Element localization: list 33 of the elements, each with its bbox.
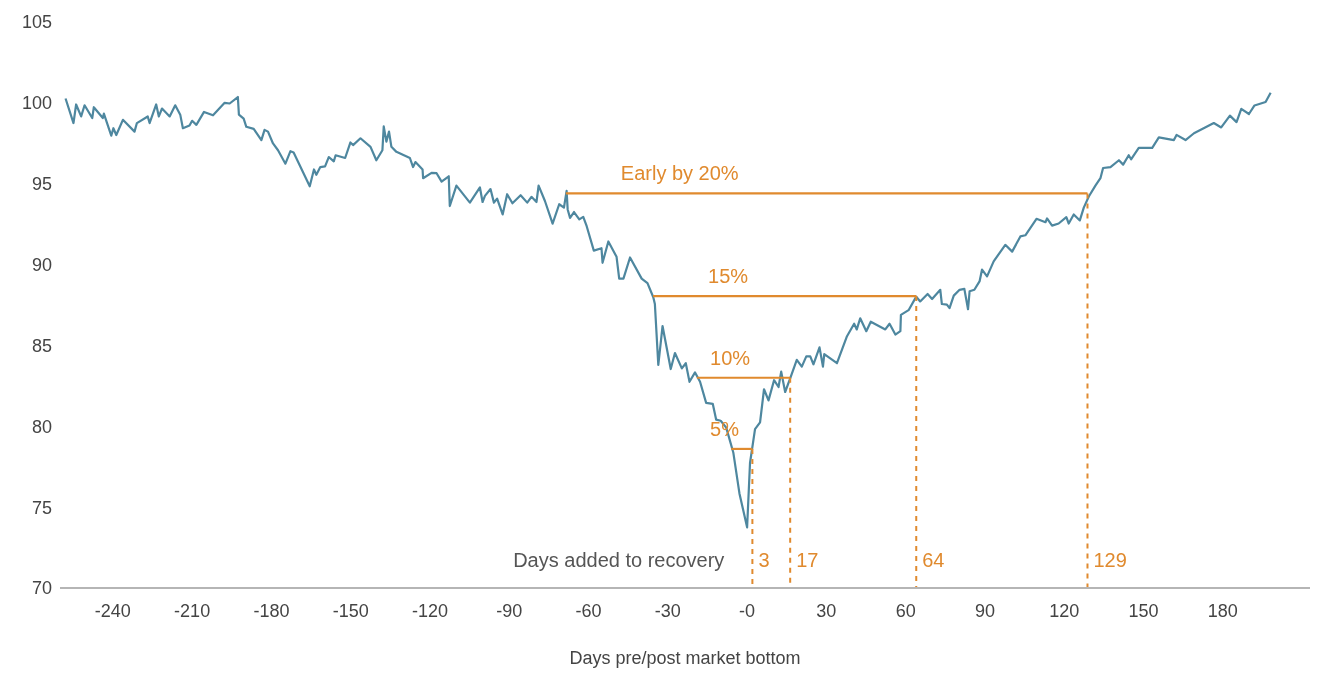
x-tick-label: -90 — [496, 600, 523, 621]
y-tick-label: 85 — [31, 335, 52, 356]
annotation: Days added to recovery — [513, 549, 725, 571]
series-label: 10% — [710, 346, 751, 369]
series-label: Early by 20% — [620, 162, 739, 185]
series-label: 64 — [922, 549, 945, 571]
series-label: 129 — [1093, 549, 1127, 571]
x-tick-label: -210 — [174, 600, 211, 621]
x-tick-label: -150 — [332, 600, 369, 621]
y-tick-label: 90 — [31, 254, 52, 275]
x-axis-title: Days pre/post market bottom — [569, 648, 801, 668]
y-tick-label: 75 — [31, 497, 52, 518]
x-tick-label: -60 — [575, 600, 602, 621]
x-tick-label: 120 — [1049, 600, 1080, 621]
line-series — [64, 91, 1272, 529]
x-tick-label: 60 — [895, 600, 916, 621]
x-tick-label: -240 — [94, 600, 131, 621]
series-label: 15% — [708, 265, 749, 288]
x-tick-label: 90 — [974, 600, 995, 621]
y-tick-label: 70 — [31, 578, 52, 599]
x-tick-label: 150 — [1128, 600, 1159, 621]
x-tick-label: -30 — [654, 600, 681, 621]
x-tick-label: -0 — [739, 600, 756, 621]
x-tick-label: 180 — [1207, 600, 1238, 621]
x-tick-label: 30 — [816, 600, 837, 621]
x-tick-label: -180 — [253, 600, 290, 621]
y-tick-label: 100 — [21, 93, 52, 114]
y-tick-label: 80 — [31, 416, 52, 437]
y-tick-label: 105 — [21, 12, 52, 33]
y-tick-label: 95 — [31, 174, 52, 195]
series-label: 17 — [796, 549, 819, 571]
x-tick-label: -120 — [411, 600, 448, 621]
series-label: 3 — [758, 549, 770, 571]
